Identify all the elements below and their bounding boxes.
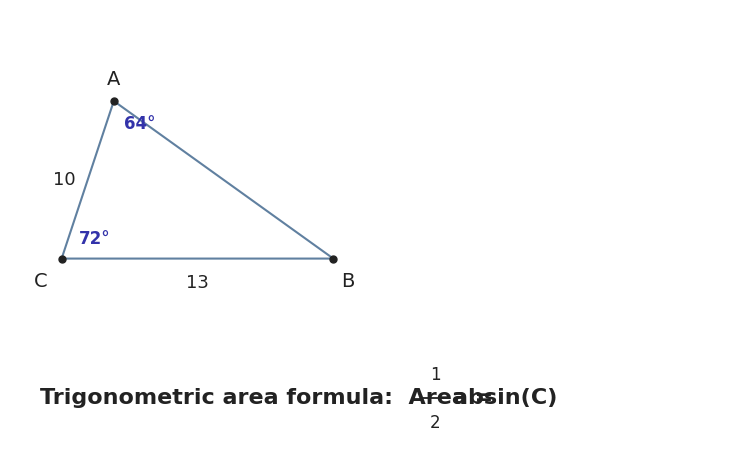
Text: B: B [341, 272, 355, 291]
Text: 1: 1 [430, 366, 440, 384]
Text: A: A [107, 70, 121, 89]
Text: 13: 13 [186, 274, 209, 292]
Text: C: C [34, 272, 48, 291]
Text: 64°: 64° [124, 115, 155, 133]
Text: absin(C): absin(C) [453, 388, 558, 408]
Text: 2: 2 [430, 414, 440, 432]
Text: 72°: 72° [79, 230, 110, 248]
Text: 10: 10 [53, 171, 75, 189]
Text: Trigonometric area formula:  Area =: Trigonometric area formula: Area = [40, 388, 493, 408]
